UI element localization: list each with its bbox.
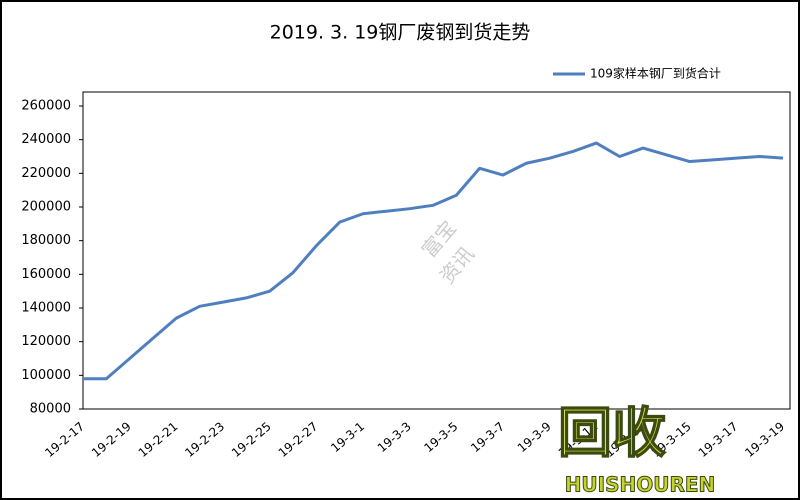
chart-title: 2019. 3. 19钢厂废钢到货走势 xyxy=(270,22,531,44)
series-line xyxy=(83,141,784,381)
legend-label: 109家样本钢厂到货合计 xyxy=(590,66,721,81)
y-tick-label: 180000 xyxy=(21,233,71,248)
y-tick-label: 120000 xyxy=(21,334,71,349)
y-tick-label: 100000 xyxy=(21,368,71,383)
y-tick-label: 200000 xyxy=(21,200,71,215)
y-tick-label: 240000 xyxy=(21,132,71,147)
y-tick-label: 140000 xyxy=(21,301,71,316)
y-tick-label: 260000 xyxy=(21,99,71,114)
plot-frame xyxy=(82,91,791,410)
y-tick-label: 160000 xyxy=(21,267,71,282)
y-tick-label: 80000 xyxy=(30,402,71,417)
y-tick-label: 220000 xyxy=(21,166,71,181)
logo-main: 回收 xyxy=(558,402,666,465)
logo-sub: HUISHOUREN xyxy=(565,473,716,497)
